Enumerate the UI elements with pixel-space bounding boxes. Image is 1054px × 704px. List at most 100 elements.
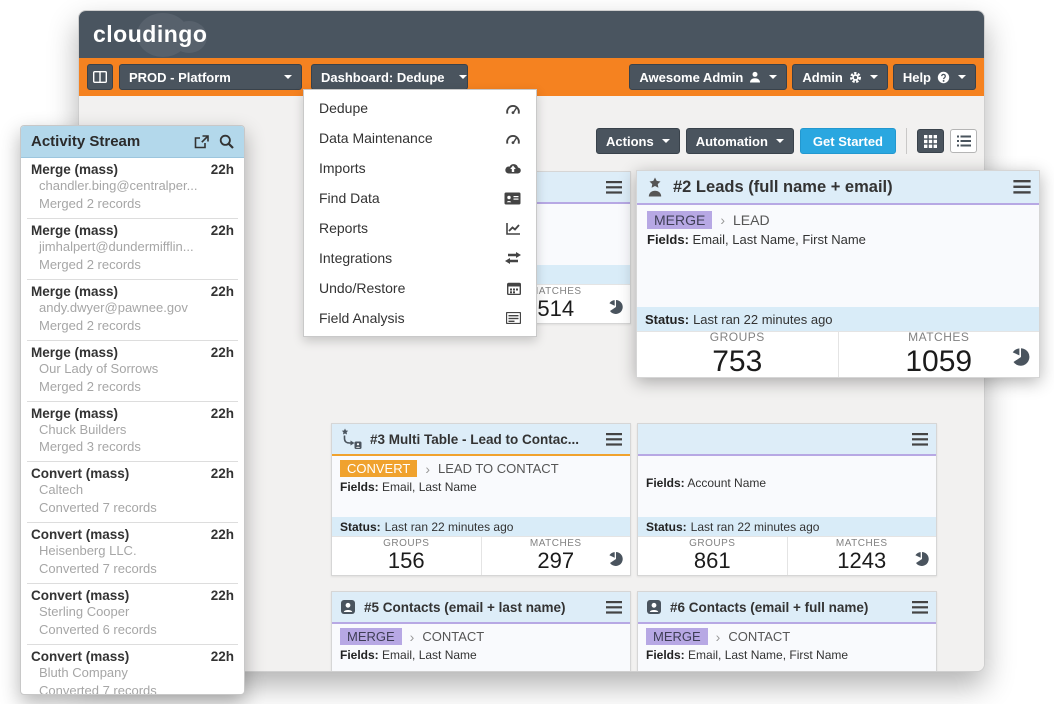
pie-chart-icon[interactable] — [608, 551, 624, 567]
admin-menu-button[interactable]: Admin — [792, 64, 888, 90]
activity-detail: Merged 2 records — [39, 256, 141, 272]
panel-toggle-button[interactable] — [87, 64, 113, 90]
card-menu-icon[interactable] — [606, 432, 622, 446]
grid-icon — [924, 134, 937, 148]
groups-cell: GROUPS 753 — [637, 331, 838, 378]
activity-detail: Converted 6 records — [39, 622, 157, 638]
menu-item-integrations[interactable]: Integrations — [304, 243, 536, 273]
activity-subject: Sterling Cooper — [39, 604, 130, 620]
menu-item-label: Dedupe — [319, 100, 369, 116]
automation-button[interactable]: Automation — [685, 128, 794, 154]
card-menu-icon[interactable] — [912, 432, 928, 446]
user-menu-button[interactable]: Awesome Admin — [629, 64, 788, 90]
cloud-logo-shape — [171, 21, 207, 53]
activity-time: 22h — [210, 344, 234, 360]
menu-item-find-data[interactable]: Find Data — [304, 183, 536, 213]
menu-item-imports[interactable]: Imports — [304, 153, 536, 183]
card-title: #5 Contacts (email + last name) — [364, 599, 566, 615]
matches-label: MATCHES — [529, 286, 582, 298]
admin-label: Admin — [802, 69, 843, 85]
activity-entry: Merge (mass) 22h Our Lady of Sorrows Merg… — [27, 341, 238, 402]
menu-item-dedupe[interactable]: Dedupe — [304, 93, 536, 123]
activity-time: 22h — [210, 405, 234, 421]
help-label: Help — [902, 69, 931, 85]
chevron-icon: › — [720, 212, 726, 228]
caret-down-icon — [775, 139, 784, 143]
activity-detail: Merged 2 records — [39, 317, 141, 333]
actions-label: Actions — [606, 133, 654, 149]
menu-item-field-analysis[interactable]: Field Analysis — [304, 303, 536, 333]
menu-item-label: Field Analysis — [319, 310, 405, 326]
status-label: Status: — [646, 519, 687, 534]
gear-icon — [849, 71, 861, 83]
card-menu-icon[interactable] — [606, 180, 622, 194]
activity-subject: chandler.bing@centralper... — [39, 178, 198, 193]
activity-subject: Our Lady of Sorrows — [39, 360, 159, 376]
activity-action: Merge (mass) — [31, 283, 119, 299]
app-logo: cloudingo — [93, 21, 208, 47]
dashboard-menu-button[interactable]: Dashboard: Dedupe — [311, 64, 468, 90]
dedupe-filter-card-6[interactable]: #6 Contacts (email + full name) MERGE › … — [637, 591, 937, 671]
activity-subject: andy.dwyer@pawnee.gov — [39, 299, 188, 315]
matches-value: 514 — [537, 296, 575, 322]
activity-subject: Bluth Company — [39, 665, 128, 680]
activity-stream-list[interactable]: Merge (mass) 22h chandler.bing@centralper… — [21, 158, 244, 694]
fields-label: Fields: — [647, 232, 689, 247]
menu-item-undo-restore[interactable]: Undo/Restore — [304, 273, 536, 303]
groups-value: 861 — [693, 548, 731, 574]
card-accent-line — [332, 454, 630, 456]
activity-time: 22h — [210, 527, 234, 543]
dedupe-filter-card-5[interactable]: #5 Contacts (email + last name) MERGE › … — [331, 591, 631, 671]
dedupe-filter-card-3[interactable]: #3 Multi Table - Lead to Contac... CONVE… — [331, 423, 631, 576]
card-header: #3 Multi Table - Lead to Contac... — [332, 424, 630, 454]
card-accent-line — [638, 622, 936, 624]
activity-subject: Chuck Builders — [39, 421, 127, 437]
toolbar-divider — [906, 128, 907, 154]
card-body: MERGE › CONTACT Fields: Email, Last Name… — [638, 624, 936, 671]
menu-item-reports[interactable]: Reports — [304, 213, 536, 243]
operation-row: MERGE › CONTACT — [646, 628, 928, 645]
activity-detail: Merged 2 records — [39, 195, 141, 211]
menu-item-label: Data Maintenance — [319, 130, 433, 146]
fields-row: Fields: Email, Last Name — [340, 648, 622, 662]
activity-subject: Heisenberg LLC. — [39, 543, 137, 559]
menu-item-label: Find Data — [319, 190, 380, 206]
fields-value: Email, Last Name — [382, 480, 477, 494]
operation-badge: MERGE — [646, 628, 708, 645]
card-footer: GROUPS 156 MATCHES 297 — [332, 536, 630, 575]
environment-selector[interactable]: PROD - Platform — [119, 64, 302, 90]
card-status-bar: Status: Last ran 22 minutes ago — [638, 517, 936, 536]
card-menu-icon[interactable] — [606, 600, 622, 614]
menu-item-data-maintenance[interactable]: Data Maintenance — [304, 123, 536, 153]
activity-time: 22h — [210, 588, 234, 604]
external-link-icon[interactable] — [194, 134, 209, 149]
pie-chart-icon[interactable] — [1011, 347, 1031, 367]
groups-cell: GROUPS 861 — [638, 537, 787, 575]
activity-action: Merge (mass) — [31, 405, 119, 421]
activity-entry: Merge (mass) 22h jimhalpert@dundermifflin… — [27, 219, 238, 280]
card-menu-icon[interactable] — [912, 600, 928, 614]
card-status-bar: Status: Last ran 22 minutes ago — [637, 307, 1039, 331]
grid-view-button[interactable] — [917, 129, 944, 153]
matches-label: MATCHES — [908, 330, 970, 345]
dedupe-filter-card-4[interactable]: Fields: Account Name Status: Last ran 22… — [637, 423, 937, 576]
dedupe-filter-card-2-expanded[interactable]: #2 Leads (full name + email) MERGE › LEA… — [636, 170, 1040, 378]
actions-button[interactable]: Actions — [596, 128, 680, 154]
card-header: #6 Contacts (email + full name) — [638, 592, 936, 622]
pie-chart-icon[interactable] — [608, 299, 624, 315]
matches-cell: MATCHES 297 — [480, 537, 631, 575]
get-started-button[interactable]: Get Started — [799, 128, 896, 154]
fields-label: Fields: — [646, 648, 685, 662]
pie-chart-icon[interactable] — [914, 551, 930, 567]
search-icon[interactable] — [219, 134, 234, 149]
tachometer-icon — [506, 134, 520, 144]
list-view-button[interactable] — [950, 129, 977, 153]
activity-action: Merge (mass) — [31, 162, 119, 177]
user-label: Awesome Admin — [639, 69, 744, 85]
matches-label: MATCHES — [529, 538, 582, 550]
card-menu-icon[interactable] — [1013, 180, 1031, 194]
activity-stream-header: Activity Stream — [21, 126, 244, 158]
help-menu-button[interactable]: Help — [892, 64, 976, 90]
id-card-icon — [504, 192, 521, 204]
environment-label: PROD - Platform — [129, 69, 231, 85]
